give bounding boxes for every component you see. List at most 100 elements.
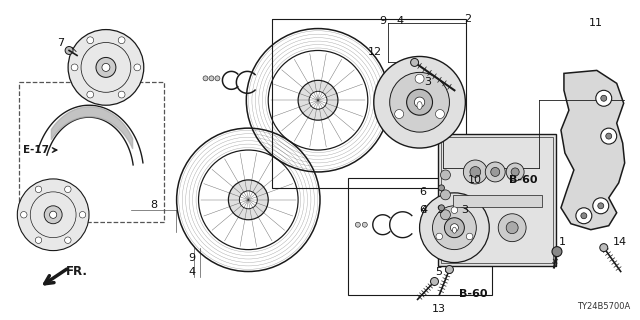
Circle shape (65, 186, 71, 193)
Text: 14: 14 (612, 237, 627, 247)
Text: FR.: FR. (66, 265, 88, 278)
Circle shape (601, 128, 617, 144)
Bar (348, 178, 492, 295)
Circle shape (118, 37, 125, 44)
Circle shape (68, 29, 144, 105)
Circle shape (395, 109, 404, 118)
Text: 2: 2 (465, 14, 472, 24)
Circle shape (228, 180, 268, 220)
Circle shape (596, 90, 612, 106)
Text: 4: 4 (189, 267, 196, 276)
Text: 4: 4 (396, 16, 403, 26)
Circle shape (215, 76, 220, 81)
Circle shape (203, 76, 208, 81)
Text: 3: 3 (424, 77, 431, 87)
Polygon shape (561, 70, 625, 230)
Circle shape (309, 91, 327, 109)
Circle shape (436, 233, 442, 240)
Bar (19, 82, 164, 222)
Circle shape (581, 213, 587, 219)
Circle shape (451, 207, 458, 213)
Circle shape (35, 186, 42, 193)
Circle shape (506, 163, 524, 181)
Bar (452, 195, 542, 207)
Circle shape (96, 58, 116, 77)
Bar (438, 134, 556, 266)
Circle shape (601, 95, 607, 101)
Circle shape (35, 237, 42, 244)
Text: 6: 6 (420, 187, 427, 197)
Text: B-60: B-60 (460, 289, 488, 300)
Circle shape (362, 222, 367, 227)
Text: E-17: E-17 (23, 145, 49, 155)
Circle shape (435, 109, 444, 118)
Circle shape (87, 37, 93, 44)
Circle shape (467, 233, 473, 240)
Circle shape (600, 244, 608, 252)
Text: 1: 1 (559, 237, 566, 247)
Circle shape (511, 168, 519, 176)
Circle shape (451, 224, 458, 232)
Text: 9: 9 (189, 252, 196, 263)
Circle shape (438, 185, 444, 191)
Text: TY24B5700A: TY24B5700A (577, 302, 630, 311)
Circle shape (20, 212, 27, 218)
Circle shape (552, 247, 562, 257)
Circle shape (445, 266, 453, 274)
Text: 4: 4 (420, 205, 427, 215)
Text: B-60: B-60 (509, 175, 538, 185)
Circle shape (374, 56, 465, 148)
Circle shape (605, 133, 612, 139)
Circle shape (414, 97, 425, 108)
Text: 8: 8 (151, 200, 158, 210)
Text: 6: 6 (420, 205, 427, 215)
Text: 3: 3 (461, 205, 468, 215)
Text: 12: 12 (368, 47, 382, 58)
Circle shape (17, 179, 89, 251)
Text: 9: 9 (379, 16, 387, 26)
Circle shape (411, 59, 419, 67)
Circle shape (485, 162, 505, 182)
Circle shape (431, 277, 438, 285)
Circle shape (415, 74, 424, 83)
Circle shape (440, 190, 451, 200)
Bar (442, 137, 553, 262)
Circle shape (79, 212, 86, 218)
Circle shape (44, 206, 62, 224)
Circle shape (463, 160, 487, 184)
Circle shape (102, 63, 110, 71)
Ellipse shape (417, 102, 422, 109)
Circle shape (65, 237, 71, 244)
Text: 9: 9 (436, 205, 443, 215)
Circle shape (444, 218, 465, 238)
Circle shape (209, 76, 214, 81)
Circle shape (49, 211, 57, 218)
Bar (272, 19, 467, 188)
Circle shape (491, 167, 500, 176)
Circle shape (438, 205, 444, 211)
Circle shape (134, 64, 141, 71)
Circle shape (576, 208, 592, 224)
Circle shape (598, 203, 604, 209)
Ellipse shape (452, 227, 456, 233)
Circle shape (390, 72, 449, 132)
Circle shape (433, 206, 476, 250)
Circle shape (118, 91, 125, 98)
Circle shape (440, 170, 451, 180)
Text: 5: 5 (435, 267, 442, 276)
Circle shape (440, 210, 451, 220)
Text: 13: 13 (431, 304, 445, 314)
Circle shape (298, 80, 338, 120)
Circle shape (593, 198, 609, 214)
Text: 10: 10 (467, 175, 481, 185)
Text: 7: 7 (57, 37, 64, 47)
Circle shape (71, 64, 78, 71)
Circle shape (355, 222, 360, 227)
Circle shape (87, 91, 93, 98)
Circle shape (420, 193, 489, 262)
Circle shape (506, 222, 518, 234)
Circle shape (239, 191, 257, 209)
Circle shape (65, 46, 73, 54)
Circle shape (498, 214, 526, 242)
Circle shape (470, 167, 481, 177)
